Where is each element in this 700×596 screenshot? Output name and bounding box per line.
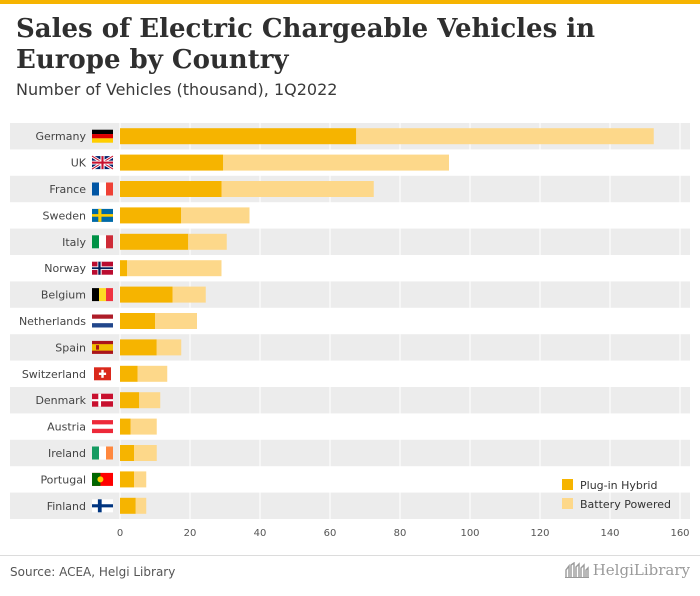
category-label: Italy xyxy=(62,236,86,249)
bar-battery-powered xyxy=(130,418,157,435)
bar-plugin-hybrid xyxy=(120,181,222,197)
source-note: Source: ACEA, Helgi Library xyxy=(10,565,176,579)
bar-plugin-hybrid xyxy=(120,154,224,171)
x-tick-label: 140 xyxy=(600,528,619,539)
bar-battery-powered xyxy=(137,365,168,382)
category-labels: Germany UK France Sweden Italy Norway Belgium N… xyxy=(19,130,87,513)
x-tick-label: 60 xyxy=(324,528,337,539)
bar-battery-powered xyxy=(181,207,250,224)
country-flags xyxy=(91,129,114,513)
flag-portugal-icon xyxy=(92,472,113,486)
x-tick-label: 120 xyxy=(530,528,549,539)
bar-battery-powered xyxy=(356,128,654,145)
stacked-bar-chart: Germany UK France Sweden Italy Norway Belgium N… xyxy=(10,123,690,539)
bar-battery-powered xyxy=(221,181,374,197)
bar-battery-powered xyxy=(134,471,147,488)
bar-plugin-hybrid xyxy=(120,313,155,329)
flag-spain-icon xyxy=(92,340,113,354)
category-label: Denmark xyxy=(35,394,86,407)
category-label: Germany xyxy=(35,130,86,143)
footer-divider xyxy=(0,555,700,556)
bar-battery-powered xyxy=(223,154,449,171)
category-label: Belgium xyxy=(41,289,86,302)
flag-uk-icon xyxy=(91,154,114,171)
flag-germany-icon xyxy=(92,129,113,143)
legend-label: Plug-in Hybrid xyxy=(580,479,657,492)
x-tick-label: 20 xyxy=(184,528,197,539)
bars xyxy=(120,128,654,514)
bar-battery-powered xyxy=(156,339,182,356)
flag-switzerland-icon xyxy=(94,367,111,381)
flag-france-icon xyxy=(92,182,113,196)
helgi-library-logo: HelgiLibrary xyxy=(564,561,690,579)
flag-norway-icon xyxy=(92,261,113,275)
bar-battery-powered xyxy=(135,497,147,514)
x-tick-label: 80 xyxy=(394,528,407,539)
category-label: Ireland xyxy=(48,447,86,460)
flag-italy-icon xyxy=(92,235,113,249)
legend-swatch xyxy=(562,479,573,490)
bar-plugin-hybrid xyxy=(120,128,357,145)
bar-plugin-hybrid xyxy=(120,365,138,382)
flag-ireland-icon xyxy=(92,446,113,460)
bar-battery-powered xyxy=(127,260,222,277)
bar-plugin-hybrid xyxy=(120,497,136,514)
x-tick-label: 40 xyxy=(254,528,267,539)
bar-battery-powered xyxy=(155,313,197,329)
flag-sweden-icon xyxy=(92,208,113,222)
category-label: Sweden xyxy=(43,209,86,222)
x-tick-label: 160 xyxy=(670,528,689,539)
bar-plugin-hybrid xyxy=(120,445,134,461)
x-tick-label: 100 xyxy=(460,528,479,539)
category-label: Spain xyxy=(55,341,86,354)
category-label: Portugal xyxy=(40,473,86,486)
bar-plugin-hybrid xyxy=(120,392,140,409)
flag-belgium-icon xyxy=(92,288,113,302)
library-building-icon xyxy=(564,562,589,578)
bar-plugin-hybrid xyxy=(120,339,157,356)
legend-label: Battery Powered xyxy=(580,498,671,511)
logo-text: HelgiLibrary xyxy=(592,561,690,579)
bar-plugin-hybrid xyxy=(120,286,173,303)
flag-austria-icon xyxy=(92,420,113,434)
bar-plugin-hybrid xyxy=(120,207,182,224)
bar-plugin-hybrid xyxy=(120,260,127,277)
bar-battery-powered xyxy=(134,445,157,461)
category-label: UK xyxy=(71,157,87,170)
flag-finland-icon xyxy=(92,499,113,513)
x-tick-label: 0 xyxy=(117,528,123,539)
legend: Plug-in Hybrid Battery Powered xyxy=(562,479,671,511)
bar-plugin-hybrid xyxy=(120,233,189,250)
category-label: Norway xyxy=(44,262,86,275)
category-label: Switzerland xyxy=(22,368,86,381)
legend-swatch xyxy=(562,498,573,509)
bar-battery-powered xyxy=(188,233,227,250)
top-accent-bar xyxy=(0,0,700,4)
category-label: Netherlands xyxy=(19,315,86,328)
category-label: Austria xyxy=(47,421,86,434)
bar-battery-powered xyxy=(139,392,161,409)
bar-battery-powered xyxy=(172,286,206,303)
bar-plugin-hybrid xyxy=(120,471,134,488)
chart-title: Sales of Electric Chargeable Vehicles in… xyxy=(16,14,596,75)
category-label: France xyxy=(49,183,86,196)
bar-plugin-hybrid xyxy=(120,418,131,435)
category-label: Finland xyxy=(47,500,86,513)
flag-netherlands-icon xyxy=(92,314,113,328)
x-axis-ticks: 0 20 40 60 80 100 120 140 160 xyxy=(117,528,690,539)
flag-denmark-icon xyxy=(92,393,113,407)
chart-subtitle: Number of Vehicles (thousand), 1Q2022 xyxy=(16,80,338,99)
